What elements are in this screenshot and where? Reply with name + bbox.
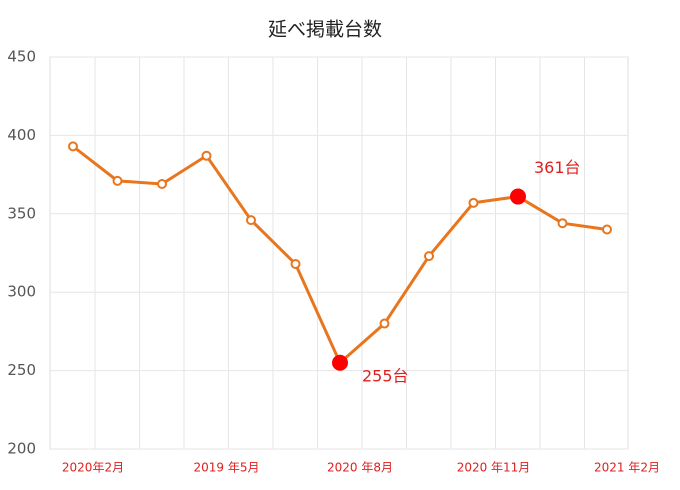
x-tick-label: 2020年2月: [62, 461, 124, 475]
point: [201, 150, 212, 161]
point: [602, 224, 612, 235]
line: [72, 145, 608, 366]
x-tick-label: 2020 年8月: [327, 461, 393, 475]
point: [157, 179, 167, 190]
x-tick-label: 2021 年2月: [594, 461, 660, 475]
x-tick-label: 2019 年5月: [194, 461, 260, 475]
plot-area: [49, 56, 629, 450]
point: [246, 215, 256, 226]
point: [332, 354, 348, 371]
y-tick-label: 250: [7, 361, 36, 379]
y-tick-label: 350: [7, 204, 36, 222]
y-tick-label: 450: [7, 48, 36, 66]
chart-title: 延べ掲載台数: [268, 19, 382, 41]
y-tick-label: 300: [7, 283, 36, 301]
point: [510, 188, 526, 205]
point: [379, 318, 390, 329]
y-tick-label: 400: [7, 126, 36, 144]
y-tick-label: 200: [7, 440, 36, 458]
value-label: 255台: [362, 366, 409, 385]
x-tick-label: 2020 年11月: [457, 461, 531, 475]
point: [468, 197, 479, 208]
point: [424, 251, 434, 262]
point: [68, 141, 78, 152]
point: [557, 218, 568, 229]
point: [290, 258, 301, 269]
point: [112, 175, 123, 186]
value-label: 361台: [534, 158, 581, 177]
